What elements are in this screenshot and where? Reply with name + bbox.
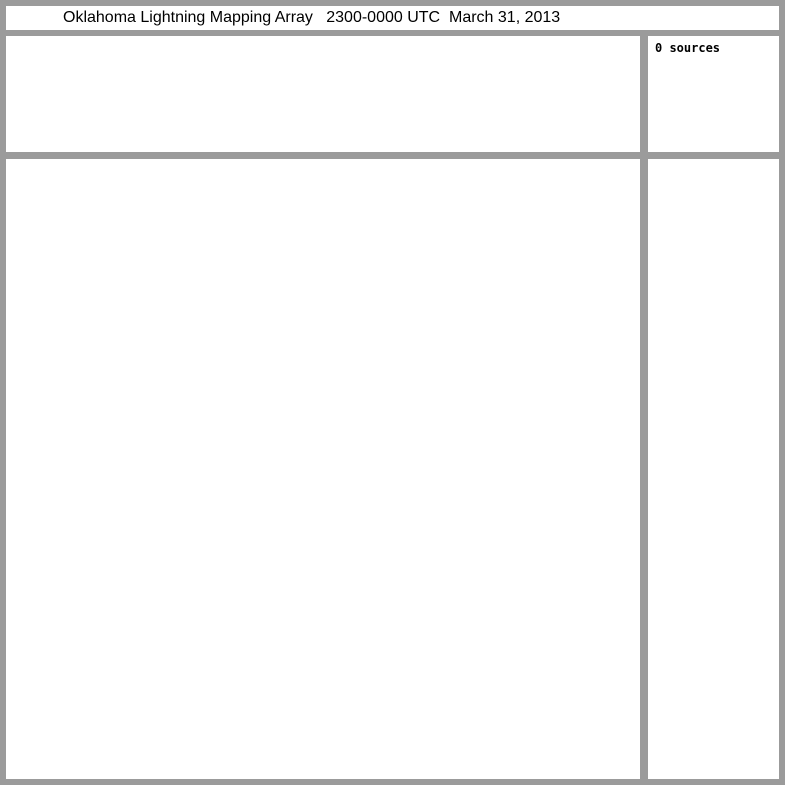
plan-view-map-panel[interactable]	[6, 159, 640, 779]
window-title: Oklahoma Lightning Mapping Array 2300-00…	[6, 6, 779, 30]
sources-count-text: 0 sources	[655, 41, 721, 55]
ew-altitude-panel[interactable]	[6, 36, 640, 152]
ns-altitude-panel[interactable]	[648, 159, 779, 779]
sources-count-panel: 0 sources	[648, 36, 779, 152]
